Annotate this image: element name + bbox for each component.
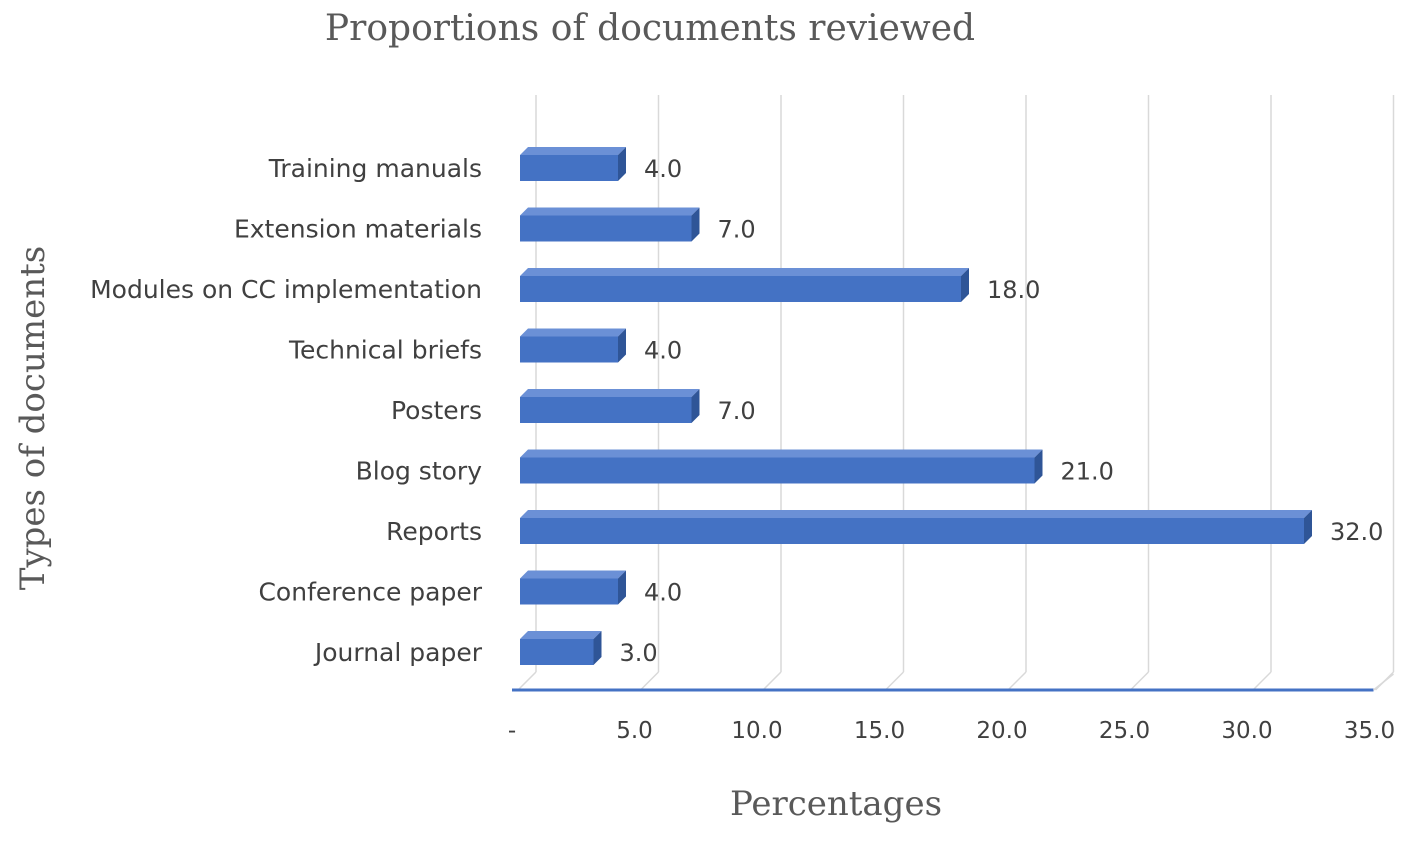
data-label: 4.0: [644, 579, 682, 607]
labels: - 5.0 10.0 15.0 20.0 25.0 30.0 35.0 Training man…: [90, 154, 1395, 744]
data-label: 4.0: [644, 337, 682, 365]
category-label: Technical briefs: [288, 336, 482, 365]
category-label: Posters: [391, 396, 482, 425]
bars: [520, 147, 1312, 665]
x-tick-label: -: [508, 718, 516, 744]
x-tick-label: 15.0: [854, 718, 905, 744]
x-tick-label: 25.0: [1099, 718, 1150, 744]
gridlines: [517, 95, 1395, 691]
gridline: [1252, 95, 1272, 691]
category-label: Journal paper: [313, 638, 483, 667]
gridline: [762, 95, 782, 691]
data-label: 7.0: [718, 216, 756, 244]
bar: [520, 449, 1043, 484]
bar: [520, 510, 1312, 544]
category-label: Extension materials: [234, 215, 482, 244]
x-tick-label: 20.0: [976, 718, 1027, 744]
category-label: Training manuals: [268, 154, 482, 183]
bar: [520, 328, 626, 363]
x-tick-label: 10.0: [731, 718, 782, 744]
x-tick-label: 5.0: [616, 718, 653, 744]
category-label: Blog story: [356, 457, 483, 486]
y-axis-title: Types of documents: [13, 246, 53, 590]
bar: [520, 268, 969, 302]
data-label: 3.0: [620, 639, 658, 667]
category-label: Reports: [386, 517, 482, 546]
data-label: 4.0: [644, 155, 682, 183]
x-tick-label: 30.0: [1221, 718, 1272, 744]
bar: [520, 570, 626, 605]
chart-title: Proportions of documents reviewed: [325, 8, 975, 49]
gridline: [1374, 95, 1395, 691]
x-axis: [512, 673, 1394, 692]
data-label: 21.0: [1061, 458, 1114, 486]
gridline: [639, 95, 660, 691]
data-label: 7.0: [718, 397, 756, 425]
x-axis-title: Percentages: [730, 784, 942, 824]
category-label: Modules on CC implementation: [90, 275, 482, 304]
bar: [520, 147, 626, 181]
gridline: [884, 95, 905, 691]
x-tick-label: 35.0: [1344, 718, 1395, 744]
data-label: 32.0: [1330, 518, 1383, 546]
gridline: [1007, 95, 1027, 691]
bar: [520, 207, 700, 242]
gridline: [1129, 95, 1150, 691]
bar: [520, 631, 602, 665]
bar: [520, 389, 700, 423]
data-label: 18.0: [987, 276, 1040, 304]
category-label: Conference paper: [258, 578, 482, 607]
